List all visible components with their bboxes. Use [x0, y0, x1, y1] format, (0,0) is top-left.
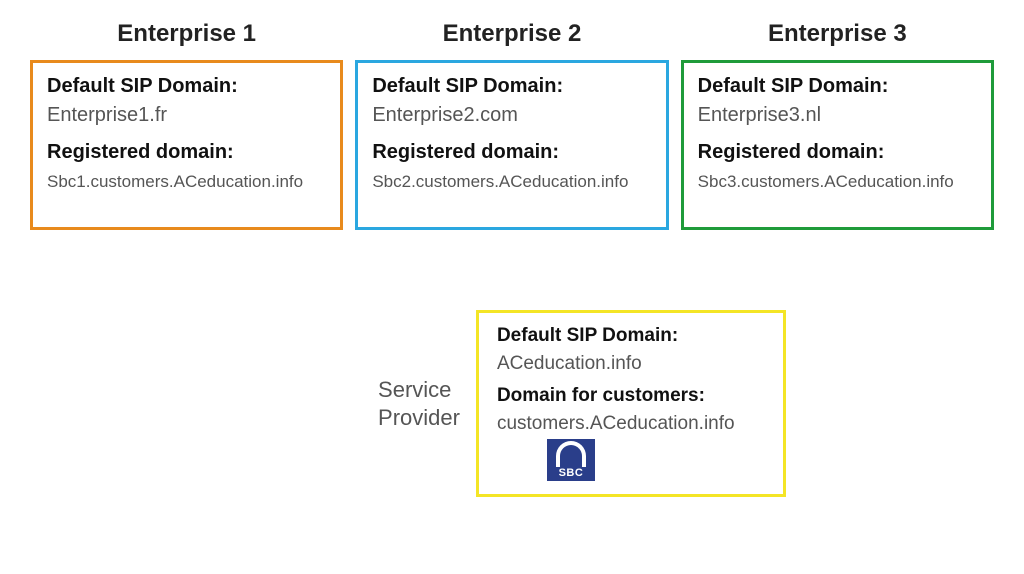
sip-domain-label: Default SIP Domain: — [497, 325, 765, 347]
service-provider-row: Service Provider Default SIP Domain: ACe… — [170, 310, 994, 497]
service-provider-box: Default SIP Domain: ACeducation.info Dom… — [476, 310, 786, 497]
sp-label-line2: Provider — [378, 405, 460, 430]
sip-domain-label: Default SIP Domain: — [372, 75, 651, 98]
sip-domain-value: Enterprise1.fr — [47, 104, 326, 127]
sbc-icon-label: SBC — [547, 467, 595, 479]
enterprise-1-box: Default SIP Domain: Enterprise1.fr Regis… — [30, 60, 343, 230]
customers-domain-value: customers.ACeducation.info — [497, 413, 765, 435]
registered-domain-value: Sbc3.customers.ACeducation.info — [698, 172, 977, 192]
registered-domain-value: Sbc1.customers.ACeducation.info — [47, 172, 326, 192]
enterprise-3-title: Enterprise 3 — [681, 20, 994, 48]
enterprise-1-title: Enterprise 1 — [30, 20, 343, 48]
registered-domain-value: Sbc2.customers.ACeducation.info — [372, 172, 651, 192]
enterprise-2-box: Default SIP Domain: Enterprise2.com Regi… — [355, 60, 668, 230]
sbc-arch-shape — [556, 441, 586, 467]
service-provider-side-label: Service Provider — [378, 376, 460, 431]
sip-domain-label: Default SIP Domain: — [47, 75, 326, 98]
registered-domain-label: Registered domain: — [372, 141, 651, 164]
sip-domain-value: ACeducation.info — [497, 353, 765, 375]
customers-domain-label: Domain for customers: — [497, 385, 765, 407]
sip-domain-value: Enterprise3.nl — [698, 104, 977, 127]
registered-domain-label: Registered domain: — [698, 141, 977, 164]
sip-domain-label: Default SIP Domain: — [698, 75, 977, 98]
enterprise-row: Enterprise 1 Default SIP Domain: Enterpr… — [30, 20, 994, 230]
enterprise-1-column: Enterprise 1 Default SIP Domain: Enterpr… — [30, 20, 343, 230]
enterprise-2-title: Enterprise 2 — [355, 20, 668, 48]
enterprise-3-column: Enterprise 3 Default SIP Domain: Enterpr… — [681, 20, 994, 230]
sp-label-line1: Service — [378, 377, 451, 402]
registered-domain-label: Registered domain: — [47, 141, 326, 164]
sbc-icon: SBC — [547, 439, 595, 481]
sip-domain-value: Enterprise2.com — [372, 104, 651, 127]
enterprise-2-column: Enterprise 2 Default SIP Domain: Enterpr… — [355, 20, 668, 230]
enterprise-3-box: Default SIP Domain: Enterprise3.nl Regis… — [681, 60, 994, 230]
